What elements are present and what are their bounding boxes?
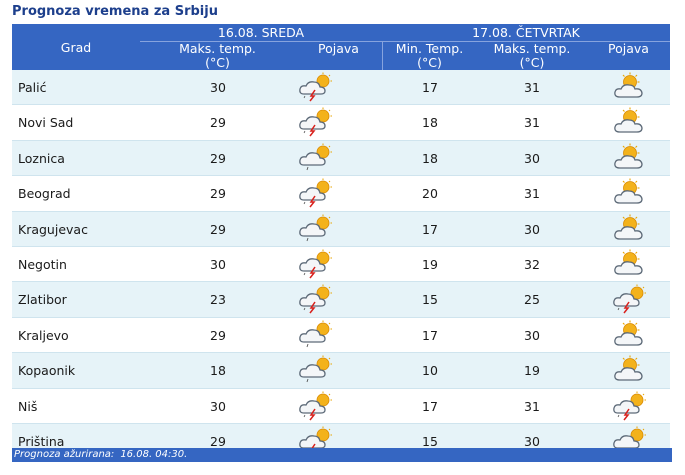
city-name: Palić	[18, 80, 47, 95]
day2-max-temp: 32	[524, 256, 540, 272]
table-row: Novi Sad 29 18 31	[12, 105, 670, 141]
city-name: Kraljevo	[18, 327, 69, 343]
shower-icon	[296, 355, 336, 385]
update-value: 16.08. 04:30.	[120, 449, 188, 460]
table-row: Palić 30 17 31	[12, 70, 670, 106]
shower-icon	[296, 214, 336, 244]
forecast-table: Palić 30 17 31 Novi Sad 29 18 31 Loznica…	[12, 70, 670, 460]
day2-max-temp: 25	[524, 292, 540, 308]
storm-icon	[296, 72, 336, 102]
day2-min-temp: 18	[422, 115, 438, 131]
header-day1-phenomenon: Pojava	[318, 41, 359, 56]
table-row: Beograd 29 20 31	[12, 176, 670, 212]
day2-min-temp: 17	[422, 398, 438, 414]
storm-icon	[296, 178, 336, 208]
shower-icon	[610, 426, 650, 456]
table-row: Kraljevo 29 17 30	[12, 317, 670, 354]
storm-icon	[296, 284, 336, 314]
day2-min-temp: 19	[422, 256, 438, 272]
day2-min-temp: 20	[422, 186, 438, 202]
day1-max-temp: 23	[210, 292, 226, 308]
partly-cloudy-icon	[610, 320, 650, 350]
day2-max-temp: 19	[524, 363, 540, 379]
day1-max-temp: 29	[210, 186, 226, 202]
update-label: Prognoza ažurirana:	[14, 449, 115, 460]
table-row: Kragujevac 29 17 30	[12, 211, 670, 247]
page-title: Prognoza vremena za Srbiju	[12, 4, 218, 19]
table-row: Kopaonik 18 10 19	[12, 353, 670, 389]
shower-icon	[296, 320, 336, 350]
partly-cloudy-icon	[610, 355, 650, 385]
table-row: Zlatibor 23 15 25	[12, 282, 670, 318]
day2-min-temp: 15	[422, 433, 438, 449]
day2-max-temp: 31	[524, 186, 540, 202]
partly-cloudy-icon	[610, 107, 650, 137]
table-header: Grad 16.08. SREDA 17.08. ČETVRTAK Maks. …	[12, 24, 670, 70]
day1-max-temp: 30	[210, 398, 226, 414]
header-city: Grad	[60, 40, 92, 55]
table-row: Negotin 30 19 32	[12, 246, 670, 283]
day1-max-temp: 29	[210, 150, 226, 166]
day2-max-temp: 31	[524, 80, 540, 95]
day1-max-temp: 29	[210, 115, 226, 131]
day1-max-temp: 18	[210, 363, 226, 379]
day1-max-temp: 29	[210, 433, 226, 449]
day1-max-temp: 30	[210, 80, 226, 95]
shower-icon	[296, 143, 336, 173]
city-name: Loznica	[18, 150, 65, 166]
header-day1: 16.08. SREDA	[140, 26, 382, 42]
city-name: Priština	[18, 433, 65, 449]
header-day2: 17.08. ČETVRTAK	[382, 26, 670, 42]
header-day2-min: Min. Temp. (°C)	[382, 42, 477, 70]
table-row: Loznica 29 18 30	[12, 140, 670, 177]
partly-cloudy-icon	[610, 214, 650, 244]
partly-cloudy-icon	[610, 178, 650, 208]
header-day1-max-unit: (°C)	[205, 55, 230, 70]
day2-max-temp: 30	[524, 327, 540, 343]
header-day2-max: Maks. temp. (°C)	[477, 42, 587, 70]
day2-min-temp: 17	[422, 327, 438, 343]
header-day1-max-label: Maks. temp.	[179, 41, 256, 56]
partly-cloudy-icon	[610, 143, 650, 173]
day1-max-temp: 30	[210, 256, 226, 272]
day2-min-temp: 10	[422, 363, 438, 379]
day2-max-temp: 31	[524, 398, 540, 414]
storm-icon	[296, 391, 336, 421]
day1-max-temp: 29	[210, 327, 226, 343]
header-day2-phenomenon: Pojava	[608, 41, 649, 56]
day2-max-temp: 30	[524, 433, 540, 449]
table-row: Niš 30 17 31	[12, 388, 670, 424]
day1-max-temp: 29	[210, 221, 226, 237]
header-day2-min-unit: (°C)	[417, 55, 442, 70]
day2-max-temp: 30	[524, 221, 540, 237]
storm-icon	[610, 391, 650, 421]
city-name: Novi Sad	[18, 115, 74, 131]
storm-icon	[296, 249, 336, 279]
city-name: Niš	[18, 398, 38, 414]
storm-icon	[610, 284, 650, 314]
header-divider	[382, 41, 383, 70]
storm-icon	[296, 107, 336, 137]
city-name: Beograd	[18, 186, 71, 202]
day2-min-temp: 17	[422, 221, 438, 237]
city-name: Zlatibor	[18, 292, 67, 308]
header-day2-max-label: Maks. temp.	[493, 41, 571, 56]
partly-cloudy-icon	[610, 72, 650, 102]
day2-min-temp: 18	[422, 150, 438, 166]
day2-max-temp: 30	[524, 150, 540, 166]
header-day1-max: Maks. temp. (°C)	[140, 42, 295, 70]
header-day2-min-label: Min. Temp.	[395, 41, 464, 56]
day2-min-temp: 15	[422, 292, 438, 308]
partly-cloudy-icon	[610, 249, 650, 279]
header-day2-max-unit: (°C)	[519, 55, 545, 70]
day2-min-temp: 17	[422, 80, 438, 95]
city-name: Kopaonik	[18, 363, 76, 379]
update-footer: Prognoza ažurirana: 16.08. 04:30.	[12, 448, 672, 462]
city-name: Kragujevac	[18, 221, 88, 237]
day2-max-temp: 31	[524, 115, 540, 131]
city-name: Negotin	[18, 256, 67, 272]
